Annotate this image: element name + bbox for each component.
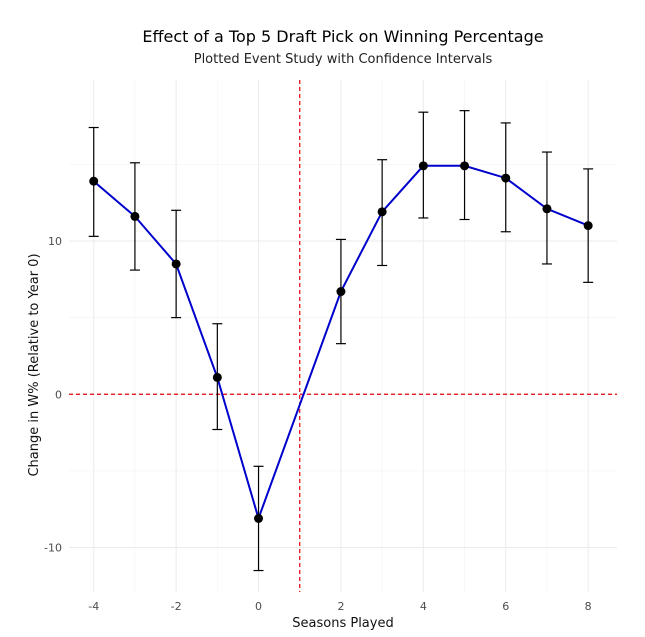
data-point (501, 173, 511, 183)
data-point (254, 513, 264, 523)
data-point (460, 161, 470, 171)
data-point (171, 259, 181, 269)
x-axis-label: Seasons Played (292, 616, 393, 631)
x-tick-label: 0 (255, 600, 262, 613)
data-point (583, 221, 593, 231)
data-point (542, 204, 552, 214)
series-layer (88, 110, 594, 572)
y-tick-label: 0 (55, 388, 62, 401)
grid (69, 80, 617, 592)
y-tick-label: -10 (44, 542, 62, 555)
y-axis-label: Change in W% (Relative to Year 0) (27, 253, 42, 476)
x-tick-label: 6 (502, 600, 509, 613)
data-point (377, 207, 387, 217)
data-point (212, 372, 222, 382)
data-point (89, 176, 99, 186)
y-tick-label: 10 (48, 235, 62, 248)
data-point (130, 211, 140, 221)
reference-lines (69, 80, 617, 592)
tick-labels: -4 -2 0 2 4 6 8 -10 0 10 (44, 235, 592, 613)
chart-title: Effect of a Top 5 Draft Pick on Winning … (142, 27, 543, 46)
x-tick-label: 4 (420, 600, 427, 613)
x-tick-label: -2 (171, 600, 182, 613)
data-point (418, 161, 428, 171)
x-tick-label: 2 (337, 600, 344, 613)
x-tick-label: 8 (585, 600, 592, 613)
series-line (93, 164, 589, 522)
chart-subtitle: Plotted Event Study with Confidence Inte… (194, 52, 493, 67)
data-point (336, 287, 346, 297)
x-tick-label: -4 (88, 600, 99, 613)
